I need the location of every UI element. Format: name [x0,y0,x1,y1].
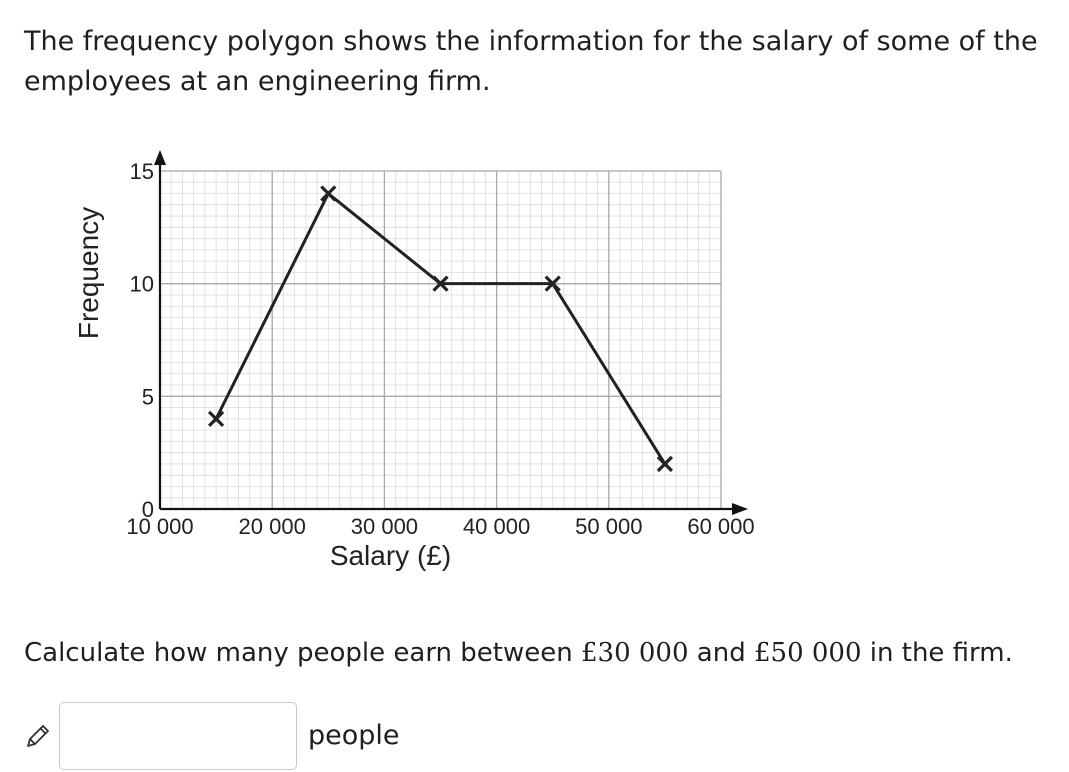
x-tick-label: 10 000 [126,514,193,539]
y-axis-arrow [154,150,166,165]
answer-row: people [24,702,624,772]
data-point-marker [432,275,449,292]
answer-unit: people [308,720,400,751]
data-point-marker [544,275,561,292]
data-point-marker [320,185,337,202]
data-point-marker [207,410,225,427]
x-tick-label: 40 000 [463,514,530,539]
chart-svg: 10 000 20 000 30 000 40 000 50 000 60 000 0 5 10… [73,150,755,571]
x-axis-arrow [732,503,748,515]
x-tick-label: 30 000 [351,514,418,539]
x-tick-label: 50 000 [575,514,642,539]
y-axis-label: Frequency [73,207,104,339]
question-prompt: Calculate how many people earn between £… [24,633,1013,673]
frequency-polygon-chart: 10 000 20 000 30 000 40 000 50 000 60 000 0 5 10… [60,140,780,590]
prompt-prefix: Calculate how many people earn between [24,638,581,668]
prompt-middle: and [688,638,754,668]
y-tick-label: 0 [142,497,154,522]
value-high: £50 000 [753,638,862,668]
y-tick-label: 10 [130,272,154,297]
value-low: £30 000 [581,638,689,668]
pencil-icon [24,722,52,750]
data-point-marker [656,455,674,473]
x-axis-label: Salary (£) [330,540,451,571]
y-tick-label: 15 [130,159,154,184]
prompt-suffix: in the firm. [861,638,1013,668]
question-intro: The frequency polygon shows the informat… [24,26,1038,97]
answer-input[interactable] [59,702,297,770]
x-tick-label: 20 000 [239,514,306,539]
x-tick-label: 60 000 [687,514,754,539]
y-tick-label: 5 [142,384,154,409]
